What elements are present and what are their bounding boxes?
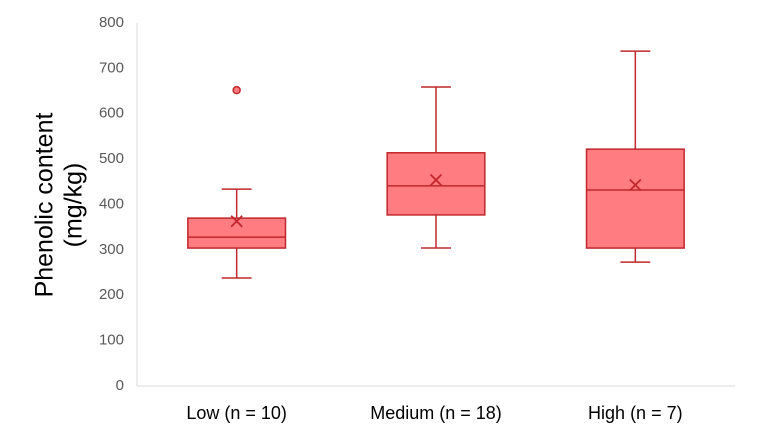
y-tick-label: 0 — [116, 377, 124, 394]
mean-marker — [429, 173, 443, 187]
box — [386, 152, 486, 216]
y-axis-title-line: (mg/kg) — [60, 163, 88, 248]
x-tick-label: High (n = 7) — [588, 403, 683, 423]
box — [187, 217, 287, 249]
y-tick-label: 400 — [99, 195, 124, 212]
box — [585, 148, 685, 249]
y-tick-label: 100 — [99, 332, 124, 349]
y-tick-label: 800 — [99, 14, 124, 31]
y-axis-title: Phenolic content (mg/kg) — [31, 113, 88, 298]
y-tick-label: 700 — [99, 59, 124, 76]
y-tick-label: 200 — [99, 286, 124, 303]
y-tick-label: 600 — [99, 105, 124, 122]
x-tick-label: Medium (n = 18) — [370, 403, 502, 423]
mean-marker — [629, 178, 642, 192]
outlier — [232, 85, 241, 95]
y-tick-label: 300 — [99, 241, 124, 258]
mean-marker — [230, 215, 243, 228]
y-axis-title-line: Phenolic content — [31, 113, 59, 298]
x-tick-label: Low (n = 10) — [186, 403, 287, 423]
y-tick-label: 500 — [99, 150, 124, 167]
